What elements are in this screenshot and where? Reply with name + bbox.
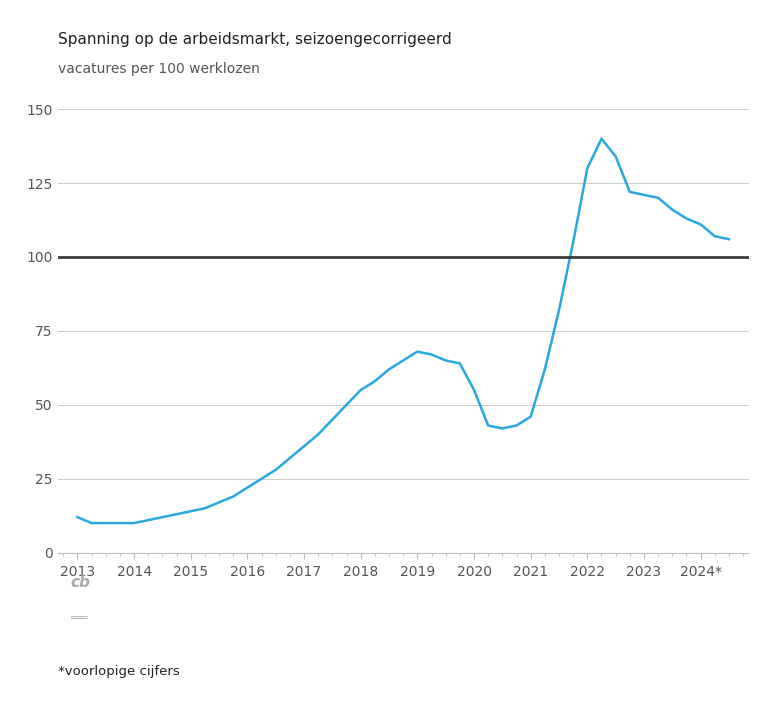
Text: *voorlopige cijfers: *voorlopige cijfers bbox=[58, 665, 180, 678]
Text: vacatures per 100 werklozen: vacatures per 100 werklozen bbox=[58, 62, 260, 76]
Text: Spanning op de arbeidsmarkt, seizoengecorrigeerd: Spanning op de arbeidsmarkt, seizoengeco… bbox=[58, 32, 452, 46]
Text: cb: cb bbox=[70, 575, 90, 590]
Text: ═══: ═══ bbox=[70, 612, 88, 623]
